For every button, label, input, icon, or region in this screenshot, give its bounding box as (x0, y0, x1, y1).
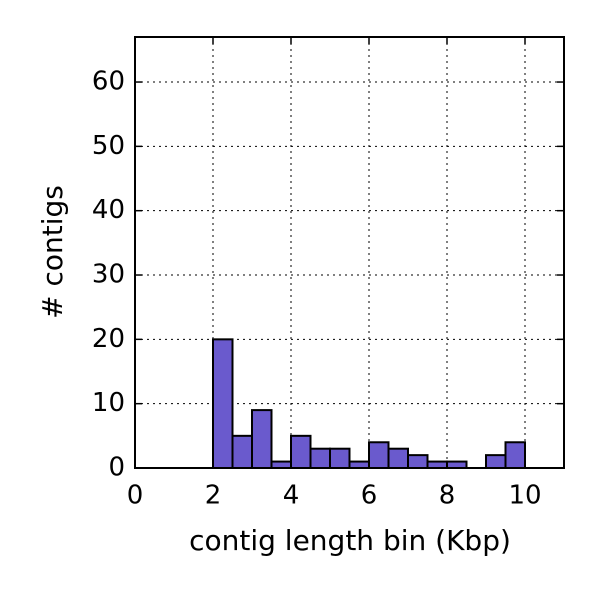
bar (387, 447, 409, 470)
y-tick-label: 0 (108, 453, 125, 483)
x-tick-label: 8 (439, 481, 456, 511)
x-tick-label: 0 (127, 481, 144, 511)
y-tick-label: 30 (92, 260, 125, 290)
x-tick-label: 4 (283, 481, 300, 511)
bar (407, 454, 429, 470)
bar (231, 434, 253, 469)
y-tick-label: 20 (92, 324, 125, 354)
bar (309, 447, 331, 470)
y-tick-label: 50 (92, 131, 125, 161)
bar (329, 447, 351, 470)
x-tick-label: 6 (361, 481, 378, 511)
bar (251, 409, 273, 470)
y-axis-label: # contigs (36, 185, 69, 319)
y-tick-label: 10 (92, 388, 125, 418)
y-tick-label: 60 (92, 67, 125, 97)
bar (485, 454, 507, 470)
x-tick-label: 10 (508, 481, 541, 511)
bar (368, 441, 390, 469)
bar (504, 441, 526, 469)
plot-frame (134, 36, 565, 469)
bar (212, 338, 234, 470)
x-tick-label: 2 (205, 481, 222, 511)
bar (290, 434, 312, 469)
x-axis-label: contig length bin (Kbp) (189, 524, 511, 557)
y-tick-label: 40 (92, 195, 125, 225)
